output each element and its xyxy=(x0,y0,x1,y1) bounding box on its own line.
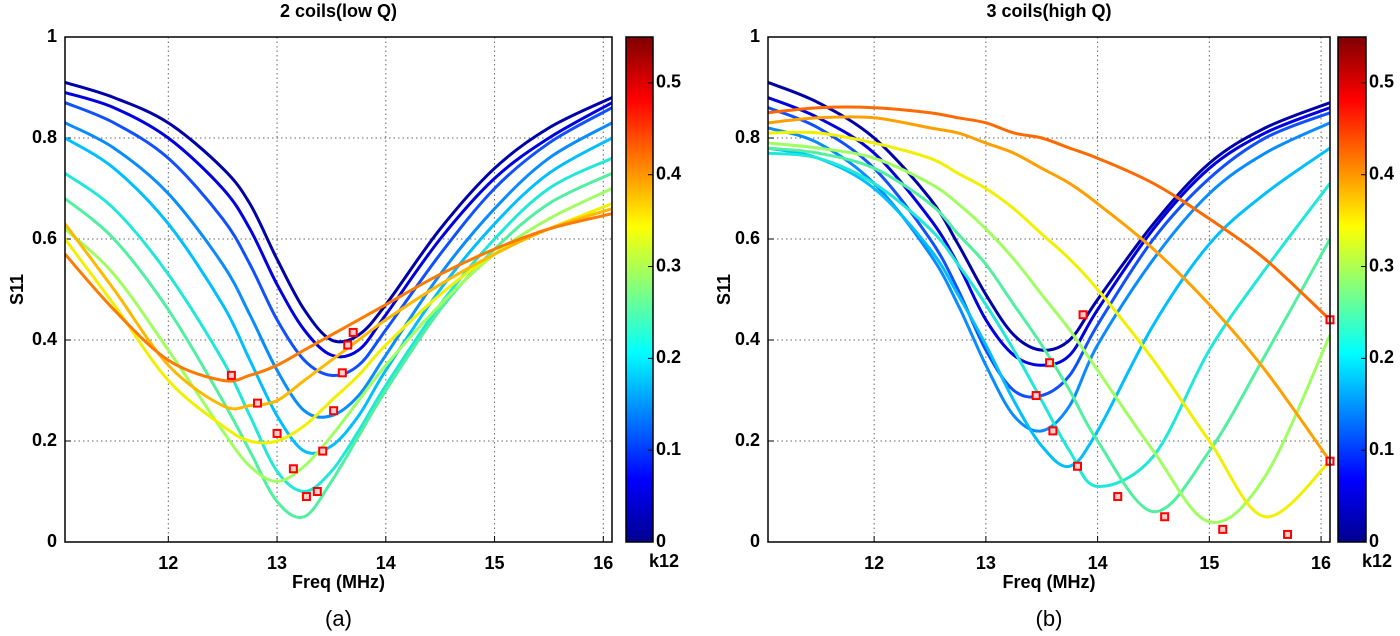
marker xyxy=(226,370,236,380)
curve xyxy=(65,121,612,419)
marker xyxy=(1283,529,1293,539)
curve xyxy=(65,91,612,359)
x-tick-label: 15 xyxy=(485,553,505,573)
marker xyxy=(252,398,262,408)
x-tick-label: 14 xyxy=(376,553,396,573)
y-tick-label: 1 xyxy=(750,26,760,46)
x-tick-label: 16 xyxy=(1311,553,1331,573)
marker xyxy=(1031,391,1041,401)
chart-title: 2 coils(low Q) xyxy=(280,1,397,21)
curve xyxy=(768,115,1330,463)
curve xyxy=(65,156,612,494)
curve xyxy=(768,146,1330,469)
colorbar-tick-label: 0.3 xyxy=(1369,255,1394,275)
marker xyxy=(1078,310,1088,320)
marker xyxy=(301,492,311,502)
colorbar-tick-label: 0.5 xyxy=(656,72,681,92)
marker xyxy=(1048,426,1058,436)
marker xyxy=(1045,358,1055,368)
x-tick-label: 15 xyxy=(1199,553,1219,573)
plot-lines xyxy=(768,81,1330,524)
caption: (a) xyxy=(325,606,352,631)
x-tick-label: 12 xyxy=(158,553,178,573)
curve xyxy=(768,151,1330,488)
y-tick-label: 0.6 xyxy=(32,228,57,248)
plot-area xyxy=(768,37,1330,542)
colorbar-tick-label: 0.1 xyxy=(1369,439,1394,459)
colorbar-label: k12 xyxy=(1362,551,1392,571)
plot-lines xyxy=(65,81,612,520)
colorbar-label: k12 xyxy=(649,551,679,571)
marker xyxy=(329,406,339,416)
curve xyxy=(768,141,1330,524)
colorbar-tick-label: 0.4 xyxy=(656,163,681,183)
panel: 12 13 14 15 16 0 0.2 0.4 0.6 0.8 1 2 coils(low Q) Fr… xyxy=(7,1,681,631)
curve xyxy=(65,207,612,411)
x-tick-label: 16 xyxy=(593,553,613,573)
y-tick-label: 1 xyxy=(47,26,57,46)
colorbar-tick-label: 0.4 xyxy=(1369,163,1394,183)
caption: (b) xyxy=(1036,606,1063,631)
colorbar-tick-label: 0.2 xyxy=(656,347,681,367)
curve xyxy=(768,121,1330,433)
marker xyxy=(272,428,282,438)
curve xyxy=(768,105,1330,321)
curve xyxy=(65,212,612,383)
y-tick-label: 0 xyxy=(47,531,57,551)
colorbar-tick-label: 0 xyxy=(1369,531,1379,551)
panel: 12 13 14 15 16 0 0.2 0.4 0.6 0.8 1 3 coils(high Q) F… xyxy=(714,1,1394,631)
marker xyxy=(1160,512,1170,522)
x-tick-label: 14 xyxy=(1088,553,1108,573)
y-tick-label: 0.4 xyxy=(735,329,760,349)
marker xyxy=(318,446,328,456)
colorbar xyxy=(1337,36,1367,543)
axes-frame xyxy=(64,36,613,543)
x-axis-label: Freq (MHz) xyxy=(292,572,385,592)
x-axis-label: Freq (MHz) xyxy=(1003,572,1096,592)
marker xyxy=(348,327,358,337)
curve xyxy=(768,130,1330,519)
x-tick-label: 12 xyxy=(864,553,884,573)
colorbar xyxy=(625,36,654,543)
curve xyxy=(65,101,612,377)
colorbar-tick-label: 0.5 xyxy=(1369,72,1394,92)
chart-title: 3 coils(high Q) xyxy=(986,1,1111,21)
y-tick-label: 0.2 xyxy=(32,430,57,450)
y-tick-label: 0.8 xyxy=(735,127,760,147)
marker xyxy=(337,368,347,378)
marker xyxy=(312,487,322,496)
y-axis-label: S11 xyxy=(7,274,27,305)
axes-frame xyxy=(767,36,1331,543)
marker xyxy=(288,464,298,474)
x-tick-label: 13 xyxy=(976,553,996,573)
y-tick-label: 0.8 xyxy=(32,127,57,147)
y-tick-label: 0.2 xyxy=(735,430,760,450)
curve xyxy=(768,146,1330,514)
colorbar-tick-label: 0.1 xyxy=(656,439,681,459)
y-tick-label: 0.6 xyxy=(735,228,760,248)
y-tick-label: 0.4 xyxy=(32,329,57,349)
colorbar-tick-label: 0.3 xyxy=(656,255,681,275)
y-tick-label: 0 xyxy=(750,531,760,551)
colorbar-tick-label: 0 xyxy=(656,531,666,551)
marker xyxy=(1218,524,1228,534)
x-tick-label: 13 xyxy=(267,553,287,573)
colorbar-tick-label: 0.2 xyxy=(1369,347,1394,367)
y-axis-label: S11 xyxy=(714,274,734,305)
marker xyxy=(1072,461,1082,471)
marker xyxy=(343,340,353,350)
marker xyxy=(1113,492,1123,502)
